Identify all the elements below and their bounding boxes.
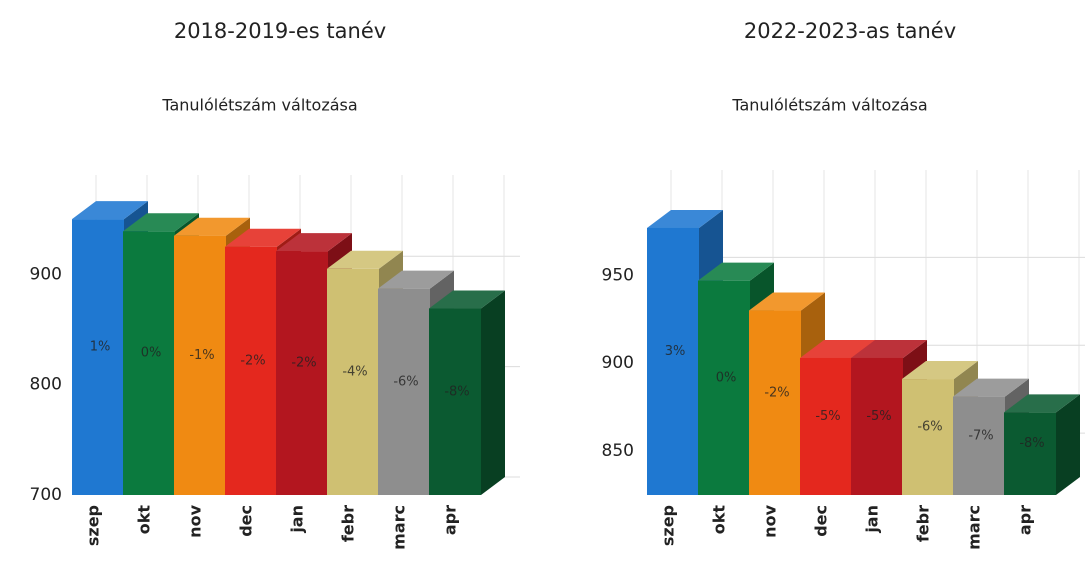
bar-top [123,213,199,232]
bar [1004,412,1056,495]
bar [429,308,481,495]
bar-label: -6% [393,374,418,389]
bar [698,280,750,495]
x-tick-label: dec [812,505,831,537]
bar-top [953,378,1029,397]
bar-label: 0% [716,370,737,385]
bar [851,357,903,495]
bar-top [276,233,352,252]
chart: 2018-2019-es tanév Tanulólétszám változás… [30,19,520,550]
x-tick-label: apr [1016,505,1035,535]
chart-subtitle: Tanulólétszám változása [731,96,927,115]
x-tick-label: febr [914,505,933,542]
y-tick-label: 700 [30,485,62,505]
x-tick-label: febr [339,505,358,542]
bar-label: -6% [917,420,942,435]
bar-top [851,339,927,358]
x-tick-label: jan [288,505,307,534]
x-tick-label: nov [186,504,205,537]
bar-label: 1% [90,340,111,355]
x-tick-label: apr [441,505,460,535]
x-tick-label: marc [965,505,984,550]
bar [378,288,430,495]
bar-top [647,209,723,228]
y-tick-label: 800 [30,375,62,395]
bar-side [1056,394,1080,495]
x-tick-label: jan [863,505,882,534]
bar [327,268,379,495]
bar [72,219,124,495]
bar [902,379,954,495]
x-tick-label: nov [761,504,780,537]
y-tick-label: 950 [602,265,634,285]
y-tick-label: 900 [602,353,634,373]
bar-label: -4% [342,364,367,379]
bar-label: -8% [444,384,469,399]
bar-top [902,361,978,380]
bar [800,357,852,495]
bar [276,251,328,495]
bar-label: -5% [866,409,891,424]
charts: 2018-2019-es tanév Tanulólétszám változás… [30,19,1085,550]
bar-top [327,250,403,269]
bar-top [698,262,774,281]
bar-top [378,270,454,289]
bar-top [72,201,148,220]
bar-side [481,290,505,495]
bar [123,231,175,495]
chart-subtitle: Tanulólétszám változása [161,96,357,115]
y-tick-label: 850 [602,441,634,461]
chart-title: 2018-2019-es tanév [174,19,386,43]
bar [953,396,1005,495]
bar-label: -1% [189,348,214,363]
x-tick-label: okt [710,505,729,535]
bar-label: -2% [291,356,316,371]
bar [749,310,801,495]
bar-top [174,217,250,236]
y-tick-label: 900 [30,264,62,284]
x-tick-label: okt [135,505,154,535]
bar-label: -7% [968,428,993,443]
bar-label: -5% [815,409,840,424]
chart: 2022-2023-as tanév Tanulólétszám változás… [602,19,1085,550]
bar [225,246,277,495]
bar-label: 0% [141,346,162,361]
bar-label: -2% [764,385,789,400]
chart-title: 2022-2023-as tanév [744,19,956,43]
bar-top [429,290,505,309]
x-tick-label: marc [390,505,409,550]
bar-top [749,292,825,311]
bar-top [225,228,301,247]
bar [647,227,699,496]
bar-label: -8% [1019,436,1044,451]
bar-label: -2% [240,353,265,368]
x-tick-label: szep [84,505,103,546]
bar [174,235,226,496]
x-tick-label: dec [237,505,256,537]
x-tick-label: szep [659,505,678,546]
bar-label: 3% [665,344,686,359]
bar-top [1004,394,1080,413]
